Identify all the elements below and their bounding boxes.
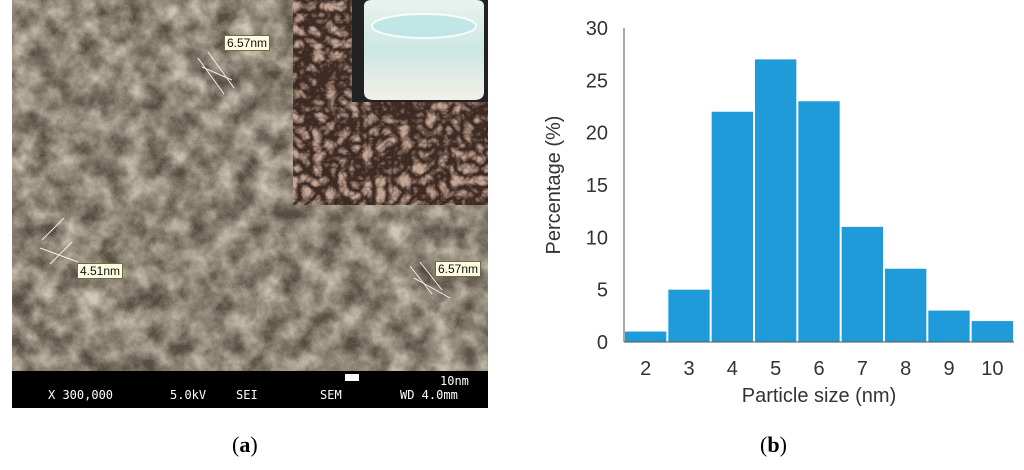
measurement-label-2: 4.51nm (77, 263, 124, 279)
measurement-label-1: 6.57nm (224, 35, 271, 51)
x-tick-label: 3 (683, 358, 694, 380)
x-tick-label: 6 (813, 358, 824, 380)
mode-text: SEM (320, 388, 342, 402)
x-tick-label: 8 (900, 358, 911, 380)
x-tick-label: 2 (640, 358, 651, 380)
sem-info-bar: X 300,000 5.0kV SEI SEM 10nm WD 4.0mm (12, 371, 488, 408)
sem-micrograph (12, 0, 488, 371)
particle-size-chart: 0 5 10 15 20 25 30 2 3 4 5 6 7 8 9 10 Percentage (%) P… (543, 18, 1014, 407)
bar-6 (798, 101, 840, 343)
x-tick-label: 9 (943, 358, 954, 380)
bar-2 (625, 331, 667, 342)
measurement-label-3: 6.57nm (435, 261, 482, 277)
x-tick-label: 7 (857, 358, 868, 380)
x-tick-label: 4 (727, 358, 738, 380)
y-tick-label: 20 (586, 123, 608, 145)
scale-text: 10nm (440, 374, 469, 388)
y-tick-label: 30 (586, 18, 608, 40)
y-tick-label: 10 (586, 227, 608, 249)
scale-bar-mark (345, 374, 359, 381)
measurement-marks (39, 51, 451, 299)
panel-label-a: (a) (232, 432, 258, 457)
bar-4 (711, 111, 753, 342)
x-tick-label: 5 (770, 358, 781, 380)
bar-8 (885, 268, 927, 342)
x-tick-label: 10 (981, 358, 1003, 380)
panel-label-b: (b) (760, 432, 787, 457)
bar-7 (841, 226, 883, 342)
y-tick-label: 15 (586, 175, 608, 197)
panel-letter-a: a (239, 432, 251, 457)
y-tick-label: 5 (597, 280, 608, 302)
y-tick-label: 25 (586, 70, 608, 92)
panel-letter-b: b (767, 432, 780, 457)
y-axis-label: Percentage (%) (543, 116, 565, 255)
bar-9 (928, 310, 970, 342)
bar-3 (668, 289, 710, 342)
bar-5 (755, 59, 797, 343)
y-tick-label: 0 (597, 332, 608, 354)
working-distance-text: WD 4.0mm (400, 388, 458, 402)
voltage-text: 5.0kV (170, 388, 207, 402)
inset-photo (293, 0, 488, 205)
magnification-text: X 300,000 (48, 388, 114, 402)
bar-10 (971, 321, 1013, 342)
detector-text: SEI (236, 388, 258, 402)
x-axis-label: Particle size (nm) (742, 385, 896, 407)
